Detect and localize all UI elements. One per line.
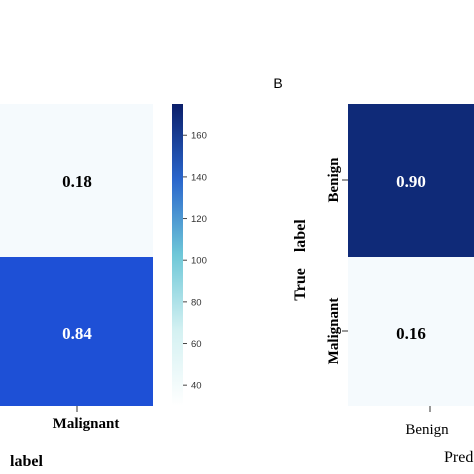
heatmap-a-cell-bottom [0, 257, 153, 406]
colorbar-tick-label-140: 140 [191, 172, 207, 183]
heatmap-b-x-axis-label: Pred [444, 449, 473, 466]
heatmap-a-cell-bottom-value: 0.84 [62, 324, 92, 343]
colorbar-tick-label-40: 40 [191, 381, 202, 392]
panel-label-b: B [273, 75, 282, 91]
colorbar-tick-label-120: 120 [191, 214, 207, 225]
heatmap-b-cell-top [348, 104, 474, 257]
heatmap-a-x-axis-label: label [10, 453, 43, 470]
heatmap-a-x-tick-label: Malignant [53, 416, 120, 432]
heatmap-b: B 0.90 0.16 Benign Malignant True label … [273, 75, 474, 466]
colorbar-tick-label-80: 80 [191, 297, 202, 308]
colorbar-tick-label-100: 100 [191, 256, 207, 267]
colorbar-tick-label-60: 60 [191, 339, 202, 350]
colorbar-gradient [172, 104, 183, 406]
heatmap-b-cell-bottom [348, 257, 474, 406]
colorbar: 40 60 80 100 120 140 160 [172, 104, 207, 406]
colorbar-tick-label-160: 160 [191, 131, 207, 142]
heatmap-b-cell-bottom-value: 0.16 [396, 324, 426, 343]
heatmap-a: 0.18 0.84 Malignant label [0, 104, 153, 470]
heatmap-b-x-tick-label: Benign [405, 422, 449, 438]
heatmap-a-cell-top-value: 0.18 [62, 172, 92, 191]
colorbar-ticks: 40 60 80 100 120 140 160 [183, 131, 207, 392]
heatmap-b-y-tick-label-malignant: Malignant [326, 298, 342, 365]
heatmap-b-y-axis-label: True label [292, 219, 309, 301]
heatmap-a-cell-top [0, 104, 153, 257]
heatmap-b-cell-top-value: 0.90 [396, 172, 426, 191]
heatmap-b-y-tick-label-benign: Benign [326, 157, 342, 203]
